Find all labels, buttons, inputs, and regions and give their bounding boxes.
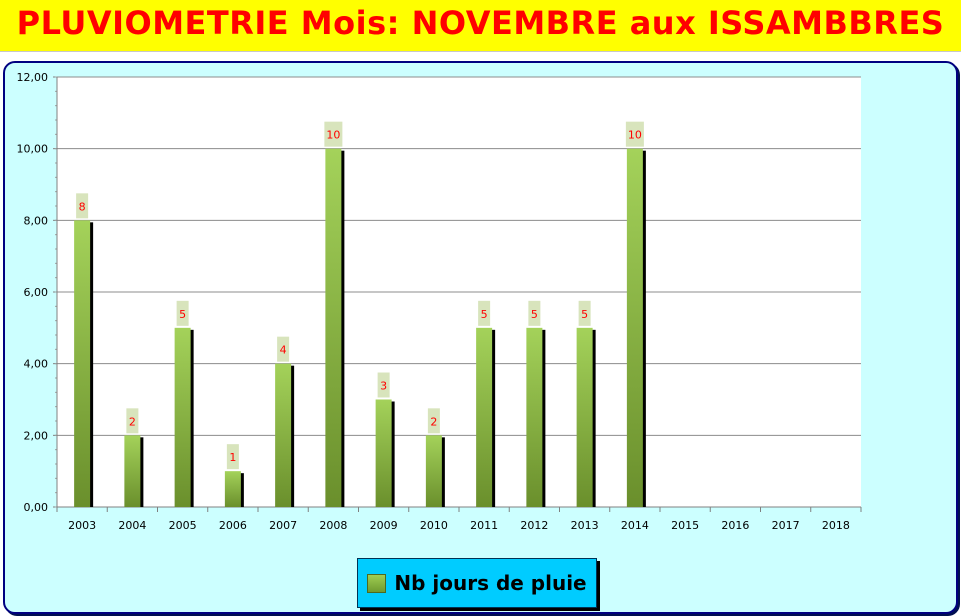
y-tick-label: 10,00: [17, 143, 49, 156]
data-label-bg: [427, 408, 440, 434]
x-tick-label: 2007: [269, 519, 297, 532]
bar: [375, 399, 392, 507]
data-label: 2: [129, 415, 136, 428]
x-tick-label: 2012: [520, 519, 548, 532]
data-label: 5: [581, 308, 588, 321]
page-title: PLUVIOMETRIE Mois: NOVEMBRE aux ISSAMBBR…: [16, 4, 945, 42]
x-tick-label: 2011: [470, 519, 498, 532]
data-label-bg: [324, 121, 343, 147]
y-tick-label: 8,00: [24, 214, 49, 227]
x-tick-label: 2004: [118, 519, 146, 532]
bars: [74, 148, 646, 508]
data-label: 10: [326, 129, 340, 142]
x-tick-label: 2018: [822, 519, 850, 532]
bar: [626, 148, 643, 507]
bar: [576, 327, 593, 507]
title-bar: PLUVIOMETRIE Mois: NOVEMBRE aux ISSAMBBR…: [0, 0, 961, 52]
data-label-bg: [76, 193, 89, 219]
data-label: 5: [531, 308, 538, 321]
y-tick-label: 12,00: [17, 71, 49, 84]
bar: [476, 327, 493, 507]
x-tick-label: 2017: [772, 519, 800, 532]
x-tick-label: 2006: [219, 519, 247, 532]
data-label: 5: [481, 308, 488, 321]
data-label-bg: [578, 300, 591, 326]
bar: [425, 435, 442, 507]
data-label-bg: [126, 408, 139, 434]
data-label-bg: [528, 300, 541, 326]
legend: Nb jours de pluie: [357, 558, 597, 608]
bar: [325, 148, 342, 507]
data-labels: 8 2 5 1 4 10 3 2 5 5 5 10: [76, 121, 644, 470]
x-tick-label: 2008: [319, 519, 347, 532]
bar: [74, 220, 91, 508]
data-label: 1: [229, 451, 236, 464]
bar: [174, 327, 191, 507]
data-label-bg: [625, 121, 644, 147]
x-tick-label: 2009: [370, 519, 398, 532]
data-label-bg: [226, 444, 239, 470]
y-tick-label: 0,00: [24, 501, 49, 514]
data-label: 3: [380, 380, 387, 393]
y-tick-label: 4,00: [24, 358, 49, 371]
x-tick-label: 2013: [571, 519, 599, 532]
y-tick-label: 6,00: [24, 286, 49, 299]
legend-swatch: [367, 573, 387, 593]
bar: [526, 327, 543, 507]
data-label: 2: [430, 415, 437, 428]
legend-label: Nb jours de pluie: [394, 571, 587, 595]
bar: [224, 471, 241, 507]
x-tick-label: 2016: [721, 519, 749, 532]
data-label: 5: [179, 308, 186, 321]
data-label-bg: [478, 300, 491, 326]
bar: [275, 363, 292, 507]
y-tick-label: 2,00: [24, 429, 49, 442]
data-label-bg: [176, 300, 189, 326]
data-label: 4: [280, 344, 287, 357]
bar: [124, 435, 141, 507]
x-tick-label: 2015: [671, 519, 699, 532]
x-tick-label: 2014: [621, 519, 649, 532]
axes: 0,00 2,00 4,00 6,00 8,00 10,00 12,00 2003 2004 20…: [17, 71, 862, 532]
data-label: 8: [79, 200, 86, 213]
x-tick-label: 2003: [68, 519, 96, 532]
x-tick-label: 2010: [420, 519, 448, 532]
data-label-bg: [277, 336, 290, 362]
data-label-bg: [377, 372, 390, 398]
x-tick-label: 2005: [169, 519, 197, 532]
data-label: 10: [628, 129, 642, 142]
